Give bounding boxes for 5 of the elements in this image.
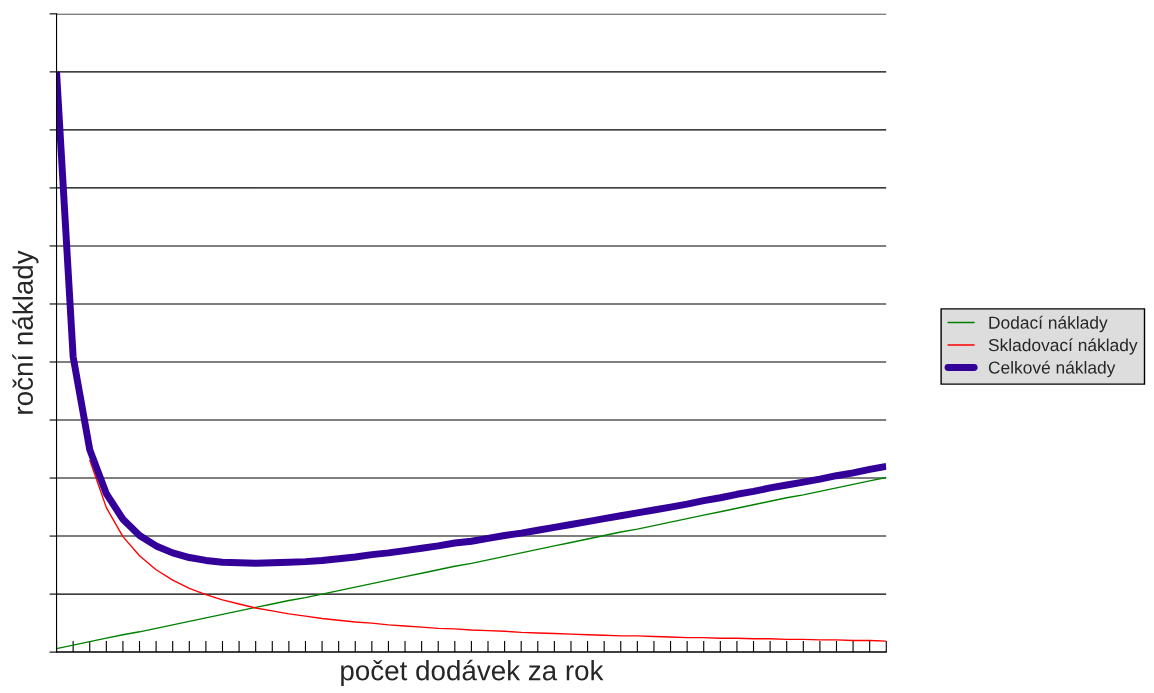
y-axis-title: roční náklady <box>12 250 39 414</box>
legend-label: Celkové náklady <box>988 360 1116 378</box>
x-axis-title: počet dodávek za rok <box>341 659 604 686</box>
legend-label: Skladovací náklady <box>988 338 1138 355</box>
legend-label: Dodací náklady <box>989 315 1108 333</box>
